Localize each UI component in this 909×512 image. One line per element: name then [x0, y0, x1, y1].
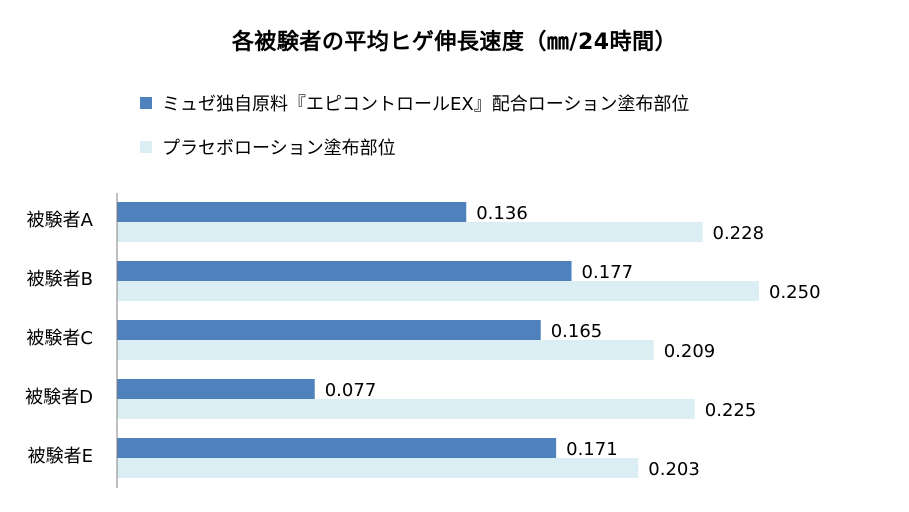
category-label: 被験者C	[26, 328, 93, 349]
data-label: 0.209	[664, 341, 716, 362]
data-label: 0.077	[325, 380, 377, 401]
data-label: 0.225	[705, 400, 757, 421]
bar-series-1-3	[117, 379, 315, 399]
bar-series-1-0	[117, 202, 467, 222]
legend-item-series-2: プラセボローション塗布部位	[140, 134, 689, 160]
data-label: 0.203	[648, 459, 700, 480]
category-label: 被験者D	[25, 387, 93, 408]
legend-swatch-series-2	[140, 141, 152, 153]
legend: ミュゼ独自原料『エピコントロールEX』配合ローション塗布部位 プラセボローション…	[140, 90, 689, 178]
legend-label-series-2: プラセボローション塗布部位	[162, 138, 396, 159]
category-label: 被験者B	[27, 269, 93, 290]
legend-label-series-1: ミュゼ独自原料『エピコントロールEX』配合ローション塗布部位	[162, 94, 690, 115]
data-label: 0.177	[582, 262, 634, 283]
data-label: 0.250	[769, 282, 821, 303]
legend-swatch-series-1	[140, 97, 152, 109]
bar-series-2-2	[117, 340, 654, 360]
data-label: 0.171	[566, 439, 618, 460]
bar-series-1-1	[117, 261, 572, 281]
bar-series-2-3	[117, 399, 695, 419]
data-label: 0.165	[551, 321, 603, 342]
bar-series-2-4	[117, 458, 639, 478]
chart-title: 各被験者の平均ヒゲ伸長速度（㎜/24時間）	[231, 30, 678, 55]
bar-series-2-1	[117, 281, 759, 301]
category-label: 被験者E	[28, 446, 93, 467]
bar-series-1-4	[117, 438, 557, 458]
category-label: 被験者A	[27, 210, 94, 231]
data-label: 0.136	[476, 203, 528, 224]
bar-series-1-2	[117, 320, 541, 340]
data-label: 0.228	[713, 223, 765, 244]
legend-item-series-1: ミュゼ独自原料『エピコントロールEX』配合ローション塗布部位	[140, 90, 689, 116]
bar-series-2-0	[117, 222, 703, 242]
